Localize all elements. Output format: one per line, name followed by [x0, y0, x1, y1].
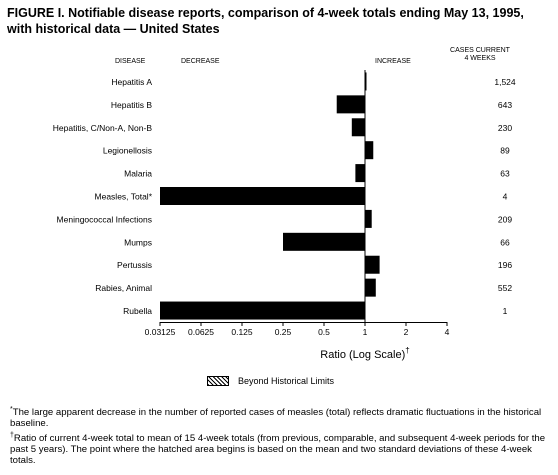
category-label: Meningococcal Infections: [57, 214, 152, 224]
footnote-measles: *The large apparent decrease in the numb…: [10, 404, 550, 429]
figure-title: FIGURE I. Notifiable disease reports, co…: [7, 6, 524, 36]
decrease-header: DECREASE: [181, 58, 220, 65]
increase-header: INCREASE: [375, 58, 411, 65]
legend-label: Beyond Historical Limits: [238, 376, 335, 386]
legend: Beyond Historical Limits: [207, 376, 334, 386]
footnote-mark-asterisk: *: [10, 406, 13, 413]
x-tick-label: 0.5: [318, 327, 330, 337]
x-tick-label: 2: [404, 327, 409, 337]
x-tick-label: 0.125: [231, 327, 253, 337]
disease-column-header: DISEASE: [115, 58, 146, 65]
cases-value: 209: [498, 214, 512, 224]
hatched-swatch-icon: [207, 376, 229, 386]
ratio-bar: [365, 255, 380, 274]
cases-value: 230: [498, 123, 512, 133]
cases-value: 643: [498, 100, 512, 110]
category-label: Rubella: [123, 306, 152, 316]
ratio-bar: [365, 278, 376, 297]
cases-value: 66: [500, 237, 510, 247]
ratio-bar: [365, 209, 372, 228]
x-axis-title: Ratio (Log Scale)†: [320, 346, 409, 361]
footnote-measles-text: The large apparent decrease in the numbe…: [10, 407, 542, 430]
x-tick-label: 1: [363, 327, 368, 337]
footnote-mark-dagger: †: [10, 432, 14, 439]
cases-value: 89: [500, 146, 510, 156]
cases-value: 63: [500, 169, 510, 179]
category-label: Pertussis: [117, 260, 152, 270]
footnote-ratio: †Ratio of current 4-week total to mean o…: [10, 430, 550, 466]
cases-column-header: CASES CURRENT 4 WEEKS: [430, 47, 530, 63]
x-tick-label: 0.03125: [145, 327, 176, 337]
x-tick-label: 4: [445, 327, 450, 337]
category-label: Rabies, Animal: [95, 283, 152, 293]
x-axis-title-mark: †: [405, 346, 409, 355]
ratio-bar: [336, 95, 365, 114]
cases-value: 1,524: [494, 77, 516, 87]
cases-value: 4: [503, 192, 508, 202]
ratio-bar: [160, 301, 365, 320]
footnote-ratio-text: Ratio of current 4-week total to mean of…: [10, 433, 546, 467]
category-label: Hepatitis A: [111, 77, 152, 87]
category-label: Malaria: [124, 169, 152, 179]
ratio-bar: [351, 118, 365, 137]
ratio-bar: [365, 72, 367, 91]
cases-value: 196: [498, 260, 512, 270]
category-label: Mumps: [124, 237, 152, 247]
x-tick-label: 0.0625: [188, 327, 214, 337]
category-label: Legionellosis: [103, 146, 152, 156]
x-tick-label: 0.25: [275, 327, 292, 337]
ratio-bar: [355, 164, 365, 183]
cases-value: 1: [503, 306, 508, 316]
cases-header-line2: 4 WEEKS: [464, 55, 496, 62]
ratio-bar: [283, 232, 365, 251]
category-label: Measles, Total*: [95, 192, 153, 202]
cases-value: 552: [498, 283, 512, 293]
category-label: Hepatitis, C/Non-A, Non-B: [53, 123, 153, 133]
ratio-bar: [365, 141, 374, 160]
category-label: Hepatitis B: [111, 100, 152, 110]
cases-header-line1: CASES CURRENT: [450, 47, 510, 54]
ratio-bar: [160, 187, 365, 205]
